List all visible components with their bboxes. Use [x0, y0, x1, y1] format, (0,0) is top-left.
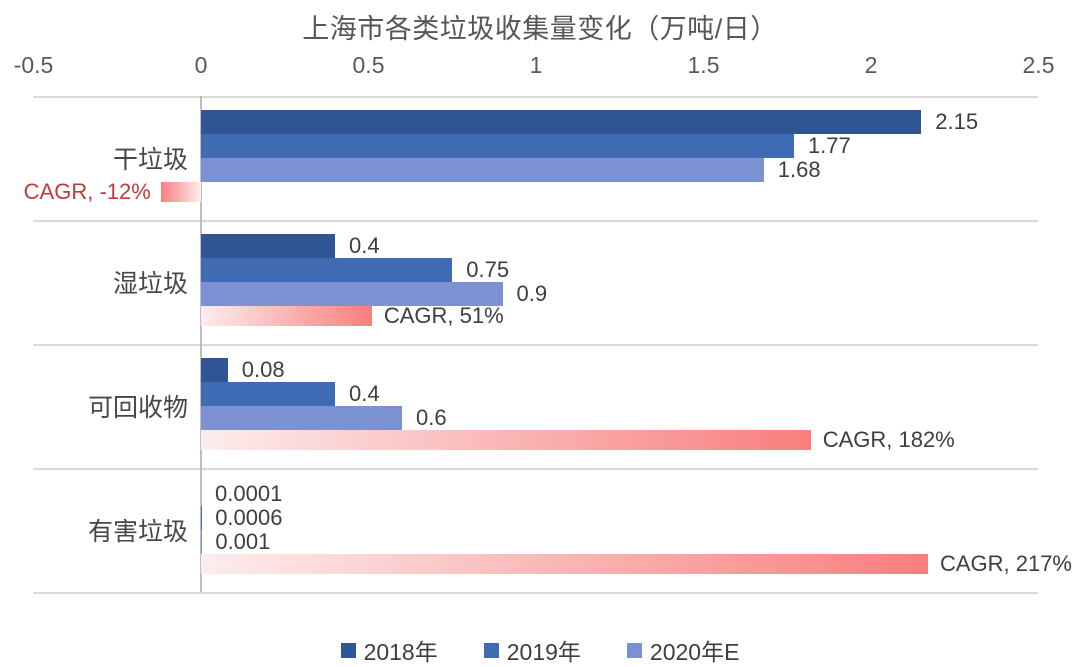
x-tick-1: 1: [529, 52, 543, 78]
cagr-label-cat4: CAGR, 217%: [939, 551, 1072, 576]
chart-title: 上海市各类垃圾收集量变化（万吨/日）: [302, 14, 778, 44]
value-label-series2-cat4: 0.0006: [215, 505, 283, 530]
cagr-label-cat1: CAGR, -12%: [23, 179, 151, 204]
legend-label: 2018年: [363, 639, 438, 665]
bar-series3-cat2: [201, 282, 503, 306]
row-separator: [33, 344, 1038, 346]
legend-swatch-icon: [340, 642, 356, 658]
value-label-series1-cat1: 2.15: [935, 109, 979, 134]
x-tick-0: 0: [194, 52, 208, 78]
bar-series1-cat1: [201, 110, 922, 134]
value-label-series3-cat3: 0.6: [416, 405, 447, 430]
zero-axis-line: [200, 96, 202, 592]
legend: 2018年 2019年 2020年E: [0, 633, 1080, 667]
x-tick-2: 2: [864, 52, 878, 78]
legend-label: 2020年E: [649, 639, 740, 665]
value-label-series1-cat4: 0.0001: [215, 481, 283, 506]
bar-series2-cat2: [201, 258, 453, 282]
legend-item-3: 2020年E: [626, 633, 740, 667]
bar-series1-cat2: [201, 234, 335, 258]
legend-swatch-icon: [626, 642, 642, 658]
x-tick--0.5: -0.5: [13, 52, 54, 78]
cagr-bar-cat2: [201, 306, 372, 326]
category-label-3: 可回收物: [87, 394, 188, 422]
value-label-series2-cat3: 0.4: [349, 381, 380, 406]
value-label-series1-cat2: 0.4: [349, 233, 380, 258]
category-label-1: 干垃圾: [112, 146, 188, 174]
bar-series3-cat3: [201, 406, 402, 430]
x-tick-1.5: 1.5: [687, 52, 720, 78]
row-separator: [33, 96, 1038, 98]
legend-item-2: 2019年: [483, 633, 581, 667]
x-tick-2.5: 2.5: [1022, 52, 1055, 78]
cagr-bar-cat4: [201, 554, 928, 574]
bar-series3-cat1: [201, 158, 764, 182]
row-separator: [33, 468, 1038, 470]
bar-series1-cat3: [201, 358, 228, 382]
value-label-series3-cat4: 0.001: [215, 529, 271, 554]
value-label-series2-cat1: 1.77: [807, 133, 851, 158]
x-tick-0.5: 0.5: [352, 52, 385, 78]
value-label-series3-cat2: 0.9: [516, 281, 548, 306]
row-separator: [33, 220, 1038, 222]
legend-swatch-icon: [483, 642, 499, 658]
value-label-series3-cat1: 1.68: [777, 157, 821, 182]
bar-series2-cat1: [201, 134, 794, 158]
row-separator: [33, 592, 1038, 594]
value-label-series2-cat2: 0.75: [466, 257, 510, 282]
cagr-label-cat3: CAGR, 182%: [822, 427, 955, 452]
cagr-bar-cat1: [160, 182, 201, 202]
value-label-series1-cat3: 0.08: [241, 357, 285, 382]
category-label-4: 有害垃圾: [87, 518, 188, 546]
cagr-bar-cat3: [201, 430, 811, 450]
bar-series2-cat3: [201, 382, 335, 406]
legend-item-1: 2018年: [340, 633, 438, 667]
cagr-label-cat2: CAGR, 51%: [383, 303, 504, 328]
category-label-2: 湿垃圾: [112, 270, 188, 298]
legend-label: 2019年: [506, 639, 581, 665]
